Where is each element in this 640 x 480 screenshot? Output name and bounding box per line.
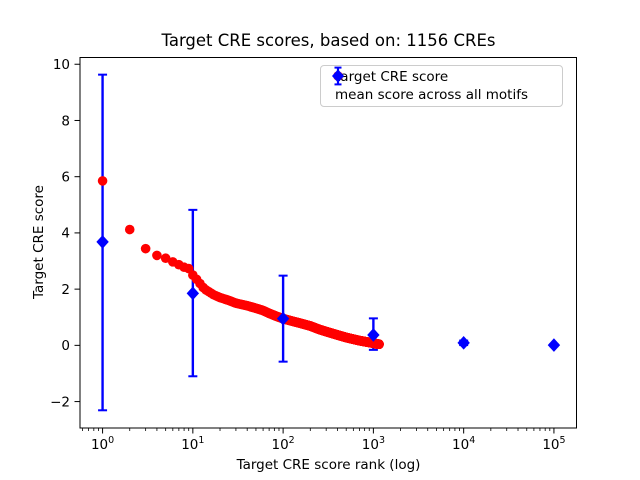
x-tick-label: 103 [362, 435, 385, 453]
legend-label-target-score: target CRE score [335, 69, 449, 85]
y-tick-label: 10 [53, 57, 70, 73]
x-tick-label: 105 [542, 435, 565, 453]
y-tick-label: 0 [61, 338, 70, 354]
legend-label-mean-score: mean score across all motifs [335, 87, 529, 103]
y-tick-label: 2 [61, 282, 70, 298]
y-tick-label: −2 [50, 394, 70, 410]
legend-item-mean-score: mean score across all motifs [325, 66, 558, 104]
x-tick-label: 104 [452, 435, 475, 453]
y-tick-label: 6 [61, 169, 70, 185]
mean-score-diamonds [96, 235, 561, 352]
axis-ticks: 100 101 102 103 104 105 −2 0 2 4 6 8 10 [50, 57, 565, 453]
blue-diamond-errorbar-marker-icon [332, 66, 344, 86]
y-tick-label: 4 [61, 226, 70, 242]
chart-title: Target CRE scores, based on: 1156 CREs [161, 31, 496, 50]
legend: target CRE score mean score across all m… [320, 65, 563, 107]
target-cre-score-points [97, 176, 384, 350]
x-tick-label: 101 [181, 435, 204, 453]
mean-score-errorbars [98, 73, 559, 412]
x-axis-label: Target CRE score rank (log) [236, 457, 421, 473]
legend-item-target-score: target CRE score [325, 68, 558, 86]
x-tick-label: 102 [271, 435, 294, 453]
plot-border [79, 57, 577, 429]
x-tick-label: 100 [91, 435, 114, 453]
y-axis-label: Target CRE score [31, 185, 47, 299]
y-tick-label: 8 [61, 113, 70, 129]
